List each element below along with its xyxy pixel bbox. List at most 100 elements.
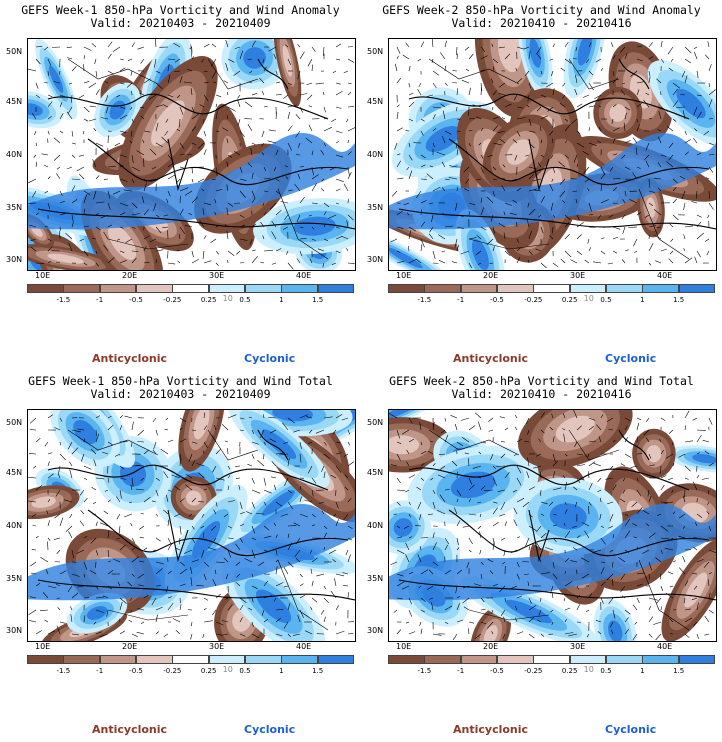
- wind-vector: [47, 541, 49, 551]
- wind-vector: [155, 142, 163, 148]
- wind-vector: [191, 56, 195, 60]
- wind-vector: [299, 594, 306, 599]
- wind-vector: [262, 202, 265, 207]
- wind-vector: [294, 549, 301, 557]
- wind-vector: [131, 166, 140, 172]
- colorbar-tick-label: 0.25: [561, 296, 578, 304]
- vorticity-map-svg: [389, 410, 716, 641]
- wind-vector: [35, 94, 40, 98]
- wind-vector: [570, 560, 578, 563]
- wind-vector: [648, 453, 652, 459]
- wind-vector: [684, 633, 690, 638]
- wind-vector: [528, 166, 537, 170]
- wind-vector: [179, 153, 185, 156]
- wind-vector: [215, 448, 222, 455]
- wind-vector: [684, 477, 689, 480]
- wind-vector: [117, 581, 121, 587]
- wind-vector: [71, 130, 74, 137]
- wind-vector: [515, 67, 518, 72]
- wind-vector: [708, 64, 712, 72]
- wind-vector: [47, 452, 53, 455]
- wind-vector: [420, 209, 422, 216]
- wind-vector: [393, 609, 398, 613]
- vorticity-map: [388, 38, 717, 271]
- wind-vector: [684, 58, 691, 64]
- wind-vector: [83, 477, 88, 481]
- wind-vector: [514, 426, 518, 431]
- colorbar-tick-label: 0.25: [561, 667, 578, 675]
- wind-vector: [492, 537, 495, 545]
- wind-vector: [196, 585, 205, 587]
- colorbar-swatch: [460, 655, 498, 664]
- wind-vector: [584, 530, 590, 539]
- wind-vector: [468, 549, 472, 553]
- wind-vector: [107, 202, 111, 210]
- wind-vector: [346, 220, 349, 228]
- wind-vector: [528, 633, 535, 639]
- wind-vector: [405, 542, 410, 551]
- wind-vector: [516, 477, 522, 486]
- longitude-label: 30E: [570, 642, 586, 651]
- wind-vector: [408, 154, 413, 161]
- wind-vector: [444, 434, 449, 443]
- colorbar-tick-label: -0.5: [490, 667, 504, 675]
- wind-vector: [692, 481, 698, 491]
- wind-vector: [83, 55, 85, 60]
- wind-vector: [648, 42, 653, 48]
- wind-vector: [161, 136, 169, 144]
- wind-vector: [657, 187, 662, 192]
- wind-vector: [420, 450, 427, 455]
- wind-vector: [636, 489, 642, 497]
- latitude-label: 50N: [367, 47, 384, 56]
- wind-vector: [492, 584, 498, 587]
- wind-vector: [583, 166, 590, 174]
- wind-vector: [155, 606, 163, 611]
- wind-vector: [294, 183, 301, 192]
- wind-vector: [83, 46, 92, 51]
- wind-vector: [540, 501, 548, 505]
- wind-vector: [35, 212, 39, 216]
- wind-vector: [155, 614, 158, 623]
- wind-vector: [551, 621, 554, 626]
- wind-vector: [83, 190, 91, 196]
- wind-vector: [474, 412, 482, 419]
- wind-vector: [522, 501, 530, 508]
- wind-vector: [70, 606, 73, 611]
- wind-vector: [684, 608, 691, 611]
- colorbar-tick-label: -0.5: [129, 667, 143, 675]
- wind-vector: [311, 524, 315, 527]
- wind-vector: [516, 573, 520, 580]
- wind-vector: [403, 525, 410, 529]
- wind-vector: [516, 238, 519, 243]
- wind-vector: [588, 440, 596, 443]
- wind-vector: [119, 202, 129, 207]
- wind-vector: [323, 202, 330, 208]
- wind-vector: [704, 450, 710, 455]
- wind-vector: [213, 509, 217, 515]
- wind-vector: [396, 160, 401, 168]
- wind-vector: [560, 67, 566, 72]
- wind-vector: [456, 226, 464, 229]
- cyclonic-region: [272, 410, 313, 422]
- wind-vector: [235, 581, 241, 587]
- wind-vector: [273, 166, 277, 171]
- wind-vector: [588, 70, 594, 76]
- wind-vector: [220, 633, 229, 636]
- wind-vector: [609, 465, 614, 470]
- colorbar-swatch: [208, 655, 246, 664]
- wind-vector: [71, 592, 79, 599]
- wind-vector: [47, 70, 49, 76]
- wind-vector: [480, 226, 487, 231]
- wind-vector: [563, 597, 566, 602]
- wind-vector: [188, 513, 193, 517]
- wind-vector: [516, 187, 521, 192]
- wind-vector: [239, 262, 245, 264]
- wind-vector: [263, 453, 265, 460]
- wind-vector: [684, 465, 691, 472]
- wind-vector: [30, 238, 37, 242]
- wind-vector: [335, 178, 344, 182]
- wind-vector: [648, 225, 656, 228]
- wind-vector: [645, 160, 650, 168]
- wind-vector: [657, 162, 662, 168]
- wind-vector: [696, 513, 703, 519]
